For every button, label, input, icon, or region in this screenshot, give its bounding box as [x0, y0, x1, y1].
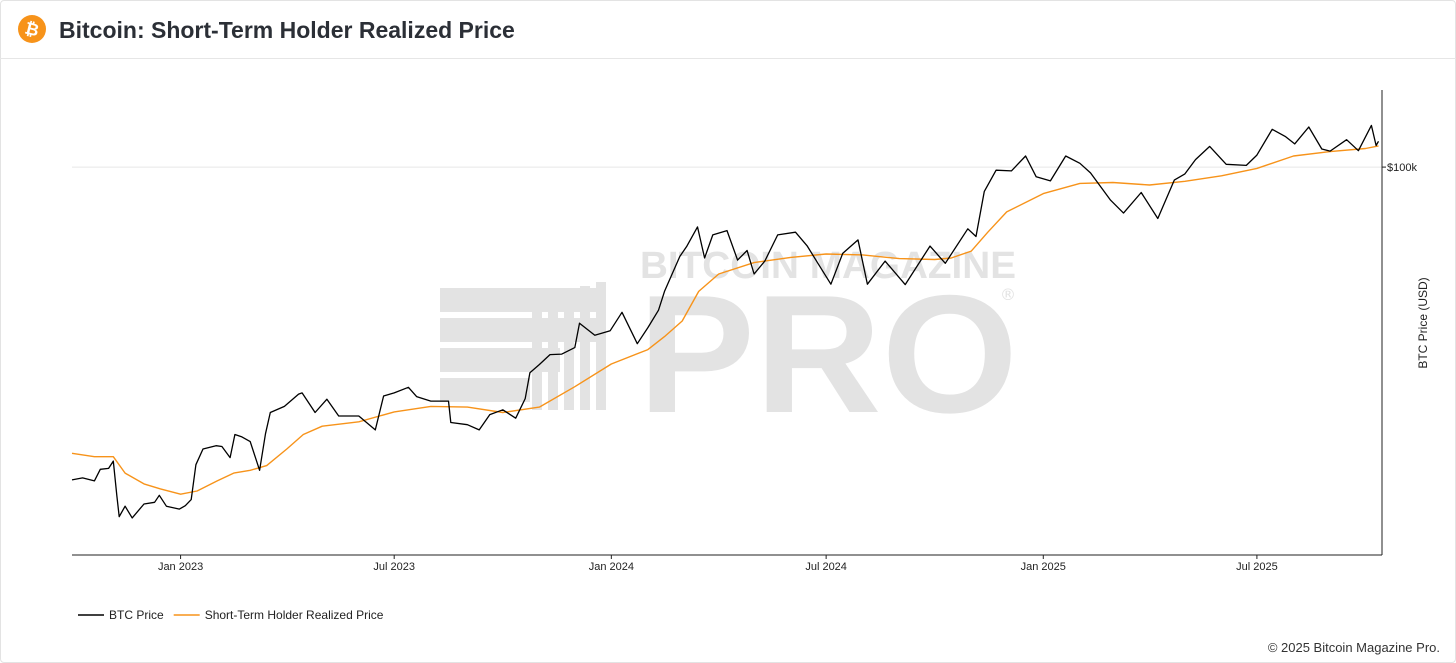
- copyright-text: © 2025 Bitcoin Magazine Pro.: [1267, 640, 1440, 655]
- y-tick-label: $100k: [1387, 162, 1417, 174]
- x-axis-ticks: Jan 2023 Jul 2023 Jan 2024 Jul 2024 Jan 2025…: [158, 555, 1278, 573]
- watermark-main-text: PRO: [638, 260, 1018, 448]
- x-tick-label: Jan 2023: [158, 561, 203, 573]
- series-line-btc-price: [71, 124, 1380, 519]
- legend-label[interactable]: Short-Term Holder Realized Price: [205, 608, 384, 622]
- x-tick-label: Jan 2024: [589, 561, 634, 573]
- series-line-sth-realized-price: [71, 145, 1379, 495]
- x-tick-label: Jul 2024: [805, 561, 847, 573]
- legend: BTC Price Short-Term Holder Realized Pric…: [78, 608, 384, 622]
- x-tick-label: Jul 2023: [373, 561, 415, 573]
- series-layer: [71, 124, 1380, 519]
- y-axis-ticks: $100k: [1382, 162, 1417, 174]
- watermark: BITCOIN MAGAZINE PRO ®: [440, 245, 1018, 448]
- page-title: Bitcoin: Short-Term Holder Realized Pric…: [59, 17, 515, 43]
- watermark-registered-mark: ®: [1000, 285, 1016, 304]
- bitcoin-logo-icon: ₿: [18, 15, 46, 43]
- x-tick-label: Jan 2025: [1021, 561, 1066, 573]
- x-tick-label: Jul 2025: [1236, 561, 1278, 573]
- chart-header: ₿ Bitcoin: Short-Term Holder Realized Pr…: [0, 0, 1456, 59]
- svg-text:₿: ₿: [23, 19, 41, 42]
- watermark-logo-mark: [440, 282, 606, 410]
- y-axis-label: BTC Price (USD): [1416, 277, 1430, 368]
- legend-label[interactable]: BTC Price: [109, 608, 164, 622]
- chart: BITCOIN MAGAZINE PRO ® Jan 2023 Jul 2023 J…: [71, 90, 1430, 622]
